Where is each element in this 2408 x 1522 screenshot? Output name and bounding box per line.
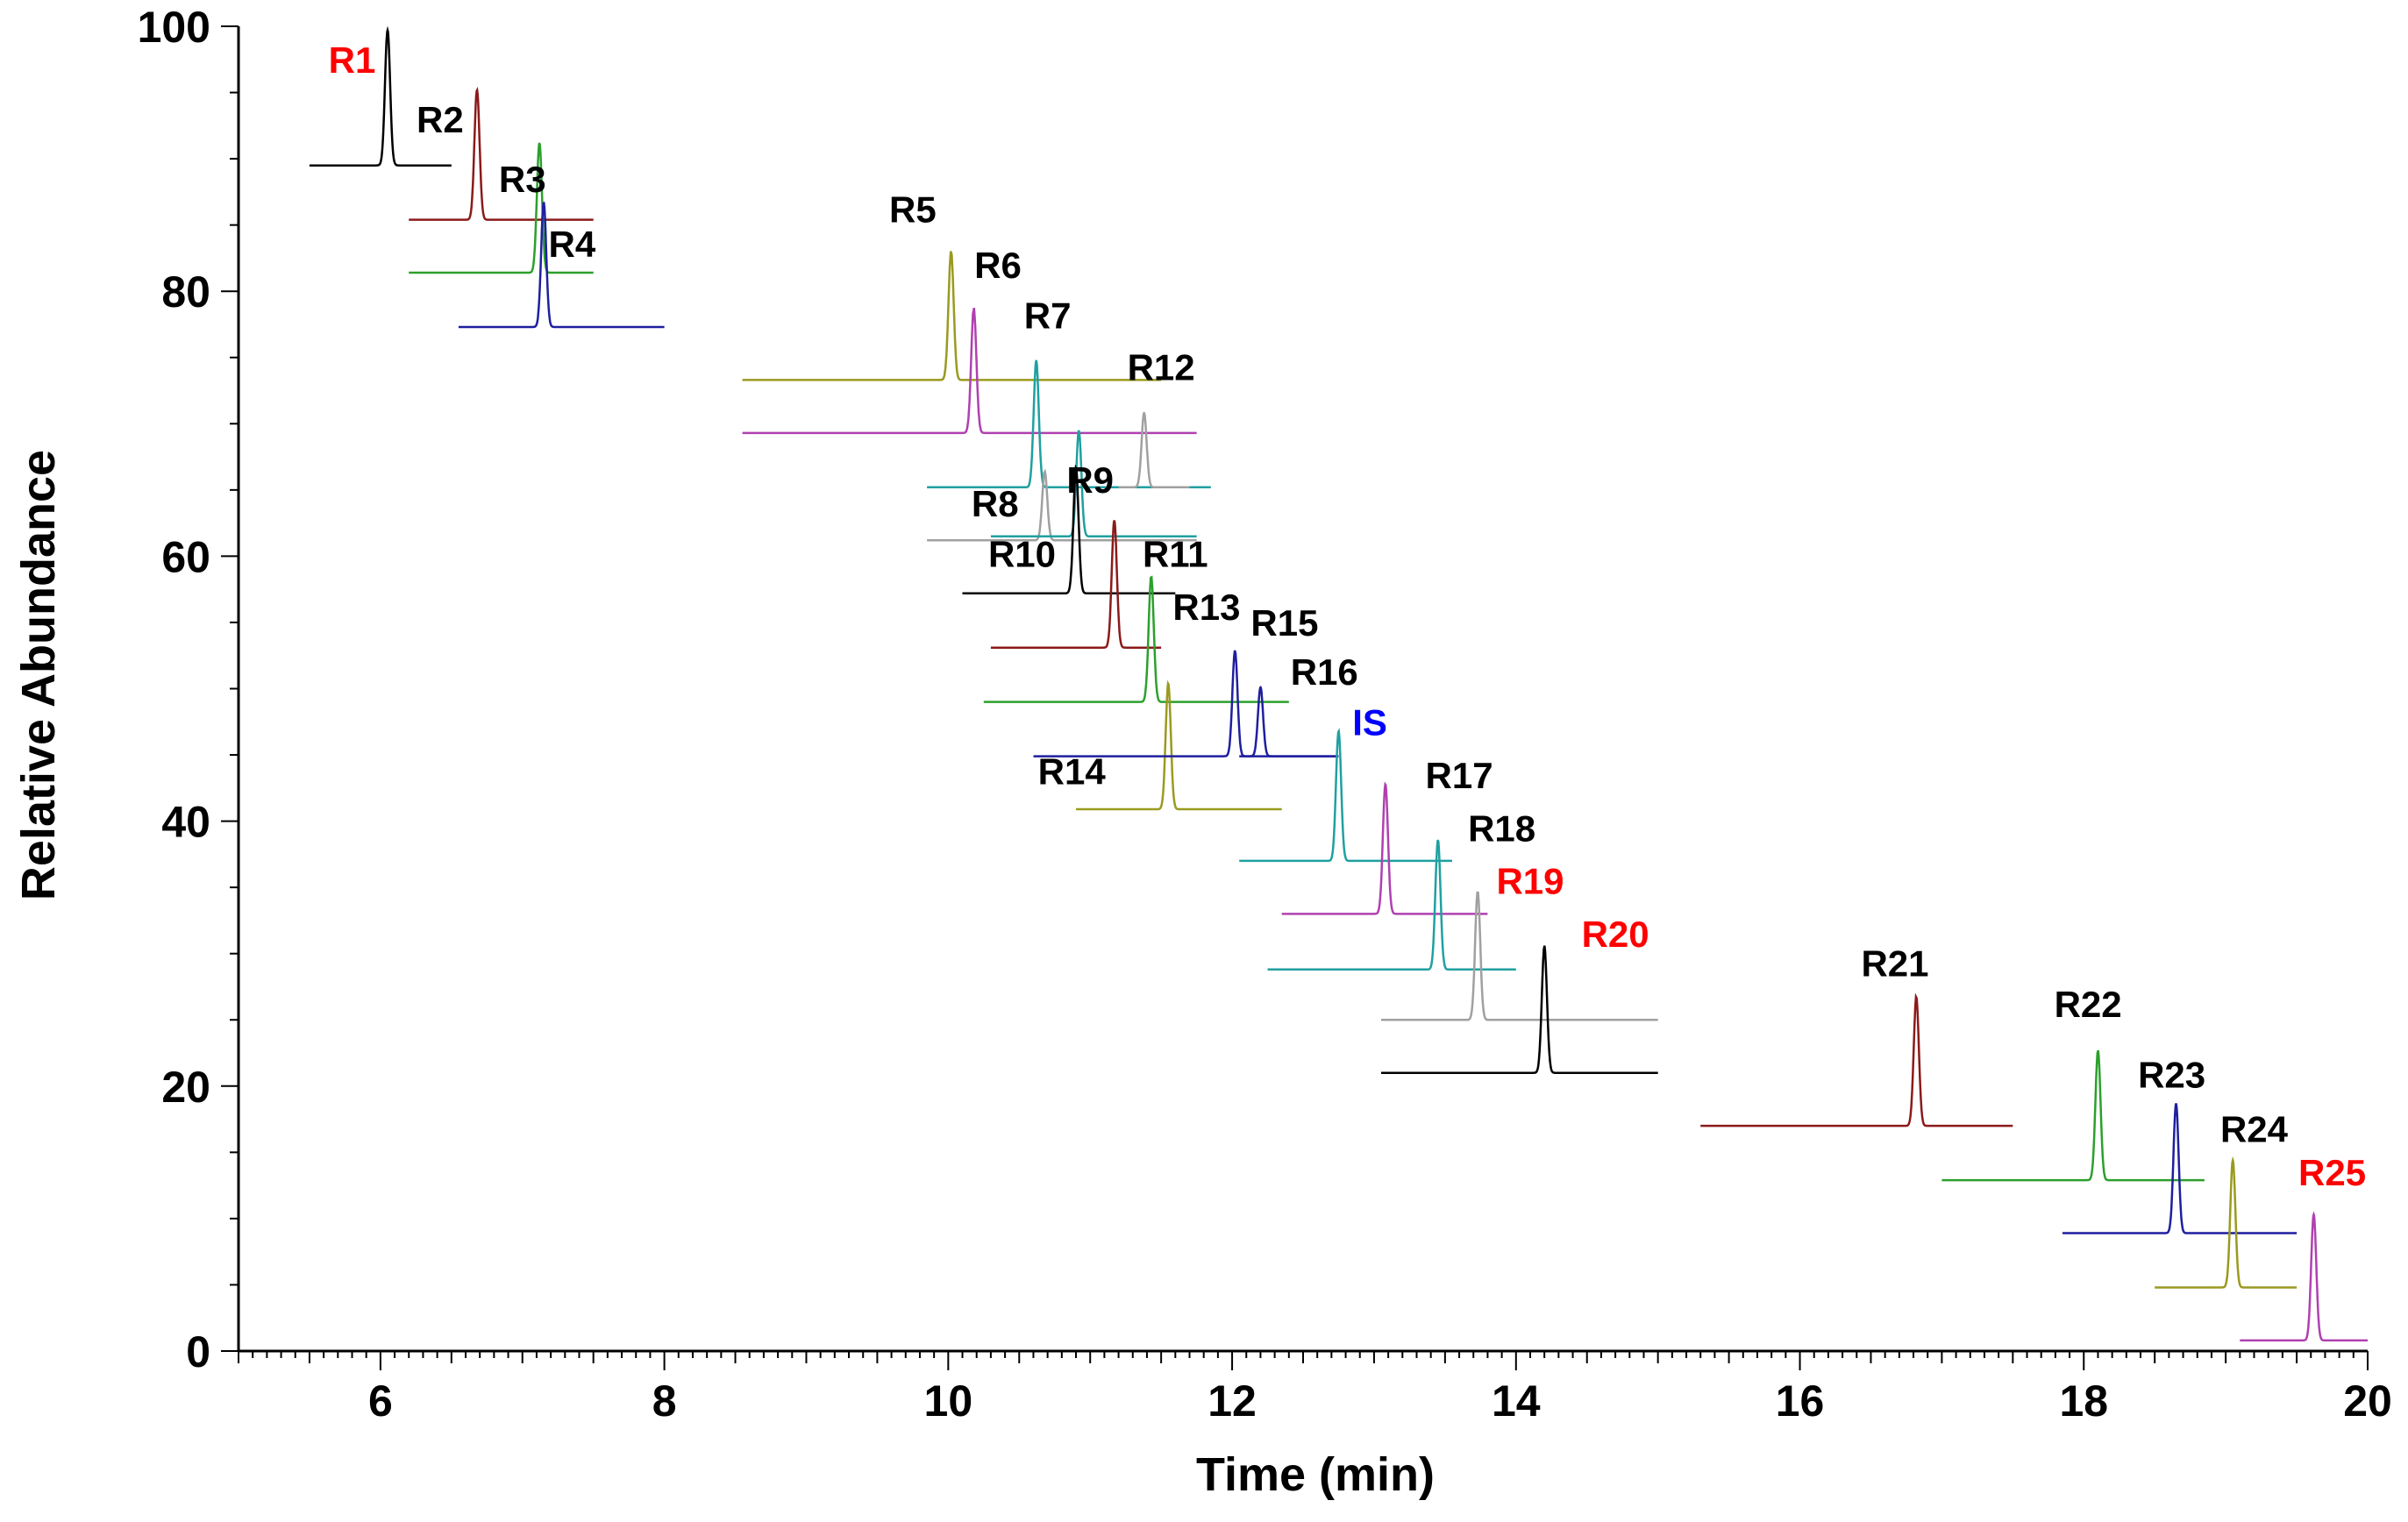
x-tick-label: 18	[2059, 1376, 2108, 1426]
peak-label-r23: R23	[2138, 1054, 2205, 1095]
trace-r5	[742, 251, 1162, 381]
trace-r9	[990, 430, 1197, 537]
peak-label-r3: R3	[499, 159, 546, 200]
trace-r10	[962, 464, 1176, 594]
trace-r14	[1076, 679, 1282, 811]
trace-r17	[1281, 781, 1488, 915]
peak-label-r24: R24	[2220, 1108, 2289, 1149]
x-axis-title: Time (min)	[1196, 1448, 1435, 1501]
peak-label-r19: R19	[1496, 861, 1564, 902]
y-tick-label: 20	[161, 1063, 210, 1112]
peak-label-r1: R1	[329, 39, 376, 81]
y-tick-label: 60	[161, 532, 210, 581]
x-tick-label: 20	[2343, 1376, 2392, 1426]
trace-r11	[990, 520, 1162, 649]
peak-label-r17: R17	[1426, 755, 1493, 796]
x-tick-label: 8	[652, 1376, 677, 1426]
axes: 0 20 40 60 80 100 6 8 10 12 14 16 18 20	[138, 3, 2392, 1426]
peak-label-r7: R7	[1024, 295, 1072, 337]
peak-label-r2: R2	[417, 99, 464, 140]
y-tick-label: 40	[161, 798, 210, 847]
peak-label-r15: R15	[1250, 602, 1318, 644]
peak-label-r16: R16	[1291, 651, 1358, 693]
x-tick-label: 14	[1492, 1376, 1541, 1426]
trace-r2	[409, 86, 594, 221]
trace-r3	[409, 142, 594, 274]
y-tick-label: 100	[138, 3, 210, 52]
trace-r24	[2155, 1156, 2298, 1289]
peak-label-r13: R13	[1172, 587, 1240, 628]
x-tick-label: 10	[924, 1376, 973, 1426]
trace-r1	[309, 25, 452, 167]
peak-label-r18: R18	[1468, 807, 1535, 849]
trace-r16	[1239, 686, 1339, 757]
peak-label-r21: R21	[1861, 942, 1928, 984]
trace-r22	[1941, 1049, 2205, 1182]
peak-label-r10: R10	[988, 533, 1056, 574]
trace-r23	[2062, 1103, 2298, 1234]
trace-r4	[458, 202, 665, 329]
trace-is	[1239, 728, 1452, 863]
peak-label-r9: R9	[1066, 459, 1114, 501]
y-tick-label: 80	[161, 267, 210, 316]
trace-r21	[1700, 992, 2013, 1127]
trace-r20	[1381, 945, 1658, 1074]
peak-label-r25: R25	[2298, 1152, 2366, 1193]
x-tick-label: 12	[1208, 1376, 1257, 1426]
y-tick-label: 0	[186, 1327, 210, 1376]
peak-label-is: IS	[1352, 701, 1387, 743]
trace-r12	[1118, 411, 1190, 489]
peak-label-r20: R20	[1582, 914, 1649, 955]
y-axis-title: Relative Abundance	[12, 450, 65, 900]
trace-r13	[983, 575, 1289, 703]
peak-label-r22: R22	[2055, 984, 2122, 1025]
x-tick-label: 16	[1776, 1376, 1825, 1426]
peak-label-r6: R6	[974, 245, 1022, 286]
chromatogram-traces	[309, 25, 2368, 1342]
peak-label-r4: R4	[549, 224, 596, 265]
trace-r8	[927, 468, 1197, 542]
peak-label-r5: R5	[889, 189, 937, 231]
trace-r25	[2240, 1211, 2368, 1342]
peak-label-r14: R14	[1038, 750, 1107, 792]
x-tick-label: 6	[368, 1376, 393, 1426]
trace-r6	[742, 307, 1197, 435]
trace-r19	[1381, 891, 1658, 1021]
peak-label-r8: R8	[972, 483, 1019, 524]
peak-label-r12: R12	[1128, 346, 1195, 388]
peak-label-r11: R11	[1143, 533, 1208, 574]
